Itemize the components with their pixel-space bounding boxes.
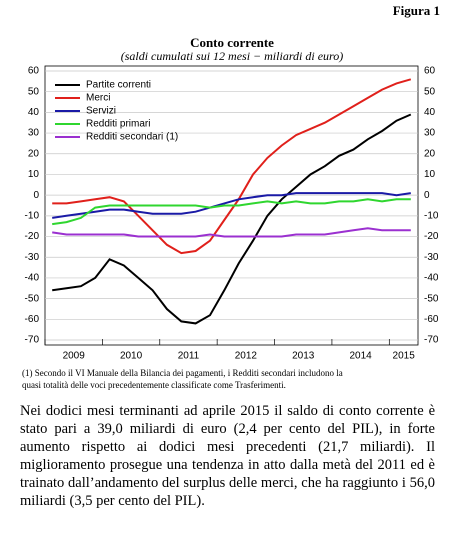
- y-tick-label: -60: [25, 314, 40, 325]
- y-tick-label: -20: [25, 231, 40, 242]
- y2-tick-label: 50: [424, 86, 436, 97]
- y2-tick-label: -50: [424, 293, 439, 304]
- x-tick-label: 2012: [235, 351, 258, 362]
- legend-label: Redditi secondari (1): [86, 132, 178, 143]
- y-tick-label: 30: [28, 128, 40, 139]
- y-tick-label: -70: [25, 335, 40, 346]
- y2-tick-label: 40: [424, 107, 436, 118]
- series-line: [52, 113, 412, 325]
- y-tick-label: 60: [28, 66, 40, 77]
- footnote: (1) Secondo il VI Manuale della Bilancia…: [22, 368, 343, 378]
- y2-tick-label: -60: [424, 314, 439, 325]
- x-tick-label: 2010: [120, 351, 143, 362]
- series-line: [52, 198, 411, 226]
- legend-label: Partite correnti: [86, 80, 151, 91]
- y2-tick-label: 30: [424, 128, 436, 139]
- y2-tick-label: -30: [424, 252, 439, 263]
- x-tick-label: 2011: [178, 351, 200, 362]
- y2-tick-label: -10: [424, 210, 439, 221]
- series-line: [52, 192, 411, 219]
- y-tick-label: 50: [28, 86, 40, 97]
- y-tick-label: 10: [28, 169, 40, 180]
- series-line: [52, 227, 411, 238]
- y2-tick-label: 10: [424, 169, 436, 180]
- y-tick-label: -40: [25, 273, 40, 284]
- chart-title: Conto corrente: [190, 35, 274, 50]
- legend-label: Servizi: [86, 106, 116, 117]
- legend-label: Merci: [86, 93, 110, 104]
- y-tick-label: -30: [25, 252, 40, 263]
- legend-label: Redditi primari: [86, 119, 150, 130]
- y-tick-label: 20: [28, 148, 40, 159]
- x-tick-label: 2013: [292, 351, 315, 362]
- plot-frame: [44, 65, 419, 346]
- x-tick-label: 2015: [393, 351, 416, 362]
- paragraph: Nei dodici mesi terminanti ad aprile 201…: [20, 403, 435, 509]
- y2-tick-label: -20: [424, 231, 439, 242]
- x-tick-label: 2009: [63, 351, 86, 362]
- y2-tick-label: 60: [424, 66, 436, 77]
- y-tick-label: 40: [28, 107, 40, 118]
- y-tick-label: -50: [25, 293, 40, 304]
- x-tick-label: 2014: [349, 351, 372, 362]
- y2-tick-label: -70: [424, 335, 439, 346]
- y2-tick-label: 0: [424, 190, 430, 201]
- footnote: quasi totalità delle voci precedentement…: [22, 380, 286, 390]
- chart: Figura 1 Conto corrente (saldi cumulati …: [22, 3, 440, 390]
- chart-subtitle: (saldi cumulati sui 12 mesi − miliardi d…: [121, 49, 344, 63]
- series-line: [52, 78, 412, 255]
- y-tick-label: -10: [25, 210, 40, 221]
- figure-label: Figura 1: [393, 3, 440, 18]
- y-tick-label: 0: [33, 190, 39, 201]
- y2-tick-label: 20: [424, 148, 436, 159]
- y2-tick-label: -40: [424, 273, 439, 284]
